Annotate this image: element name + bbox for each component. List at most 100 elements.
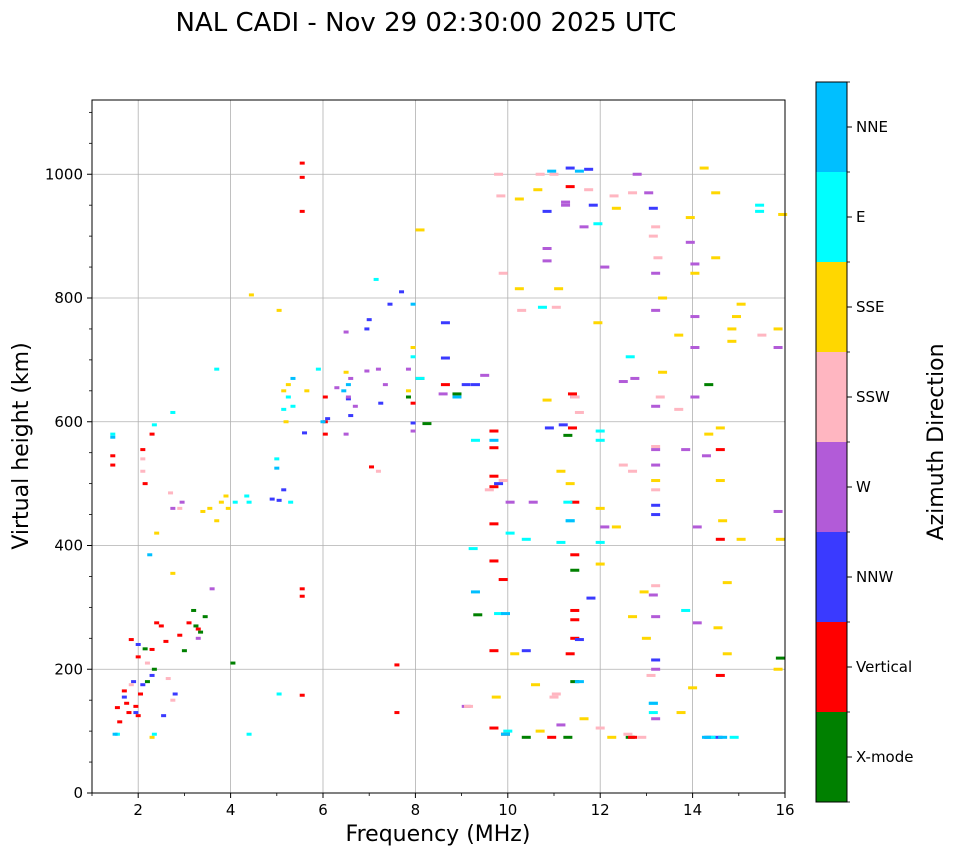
data-point xyxy=(692,621,702,625)
data-point xyxy=(701,735,711,739)
data-point xyxy=(565,652,575,656)
data-point xyxy=(600,265,610,269)
data-point xyxy=(755,209,765,213)
colorbar-tick-label: Vertical xyxy=(856,658,912,676)
data-point xyxy=(500,612,510,616)
data-point xyxy=(230,661,236,665)
data-point xyxy=(325,417,331,421)
colorbar-segment xyxy=(816,532,847,622)
data-point xyxy=(117,720,123,724)
data-point xyxy=(410,421,416,425)
data-point xyxy=(704,432,714,436)
data-point xyxy=(533,188,543,192)
data-point xyxy=(225,506,231,510)
colorbar-segment xyxy=(816,622,847,712)
data-point xyxy=(554,287,564,291)
data-point xyxy=(563,500,573,504)
data-point xyxy=(179,500,185,504)
data-point xyxy=(345,383,351,387)
data-point xyxy=(773,667,783,671)
data-point xyxy=(655,395,665,399)
data-point xyxy=(632,172,642,176)
data-point xyxy=(641,636,651,640)
data-point xyxy=(648,234,658,238)
data-point xyxy=(290,404,296,408)
data-point xyxy=(690,271,700,275)
data-point xyxy=(149,735,155,739)
data-point xyxy=(637,735,647,739)
data-point xyxy=(556,723,566,727)
data-point xyxy=(514,287,524,291)
data-point xyxy=(623,732,633,736)
data-point xyxy=(498,479,508,483)
data-point xyxy=(191,608,197,612)
y-tick-label: 200 xyxy=(54,660,83,678)
data-point xyxy=(299,175,305,179)
data-point xyxy=(170,506,176,510)
y-tick-label: 800 xyxy=(54,289,83,307)
data-point xyxy=(651,488,661,492)
chart-title: NAL CADI - Nov 29 02:30:00 2025 UTC xyxy=(176,8,677,38)
data-point xyxy=(517,308,527,312)
data-point xyxy=(489,559,499,563)
data-point xyxy=(542,398,552,402)
data-point xyxy=(133,704,139,708)
data-point xyxy=(177,506,183,510)
data-point xyxy=(701,454,711,458)
y-tick-label: 400 xyxy=(54,537,83,555)
data-point xyxy=(394,711,400,715)
data-point xyxy=(722,652,732,656)
data-point xyxy=(775,656,785,660)
data-point xyxy=(375,367,381,371)
data-point xyxy=(193,624,199,628)
data-point xyxy=(274,466,280,470)
data-point xyxy=(375,469,381,473)
data-point xyxy=(151,667,157,671)
data-point xyxy=(422,422,432,426)
data-point xyxy=(170,571,176,575)
series-x-mode xyxy=(142,383,785,739)
data-point xyxy=(140,683,146,687)
data-point xyxy=(302,431,308,435)
data-point xyxy=(595,438,605,442)
colorbar-tick-label: NNE xyxy=(856,118,888,136)
data-point xyxy=(713,626,723,630)
data-point xyxy=(574,680,584,684)
data-point xyxy=(345,395,351,399)
data-point xyxy=(470,438,480,442)
data-point xyxy=(736,302,746,306)
data-point xyxy=(154,621,160,625)
data-point xyxy=(489,474,499,478)
data-point xyxy=(498,578,508,582)
data-point xyxy=(244,494,250,498)
data-point xyxy=(651,225,661,229)
data-point xyxy=(773,346,783,349)
data-point xyxy=(676,711,686,715)
data-point xyxy=(299,209,305,213)
x-tick-label: 16 xyxy=(775,801,794,819)
data-point xyxy=(595,506,605,510)
data-point xyxy=(685,240,695,244)
data-point xyxy=(688,686,698,690)
data-point xyxy=(198,630,204,634)
data-point xyxy=(195,627,201,631)
data-point xyxy=(154,531,160,535)
data-point xyxy=(565,519,575,523)
data-point xyxy=(281,389,287,393)
data-point xyxy=(651,308,661,312)
data-point xyxy=(343,330,349,334)
data-point xyxy=(364,327,370,331)
series-w xyxy=(170,172,783,727)
data-point xyxy=(648,701,658,705)
data-point xyxy=(542,247,552,250)
data-point xyxy=(537,305,547,309)
data-point xyxy=(595,726,605,730)
data-point xyxy=(410,346,416,349)
series-sse xyxy=(149,166,788,739)
data-point xyxy=(170,698,176,702)
data-point xyxy=(299,587,305,591)
data-point xyxy=(570,568,580,572)
data-point xyxy=(348,376,354,380)
data-point xyxy=(778,212,788,216)
